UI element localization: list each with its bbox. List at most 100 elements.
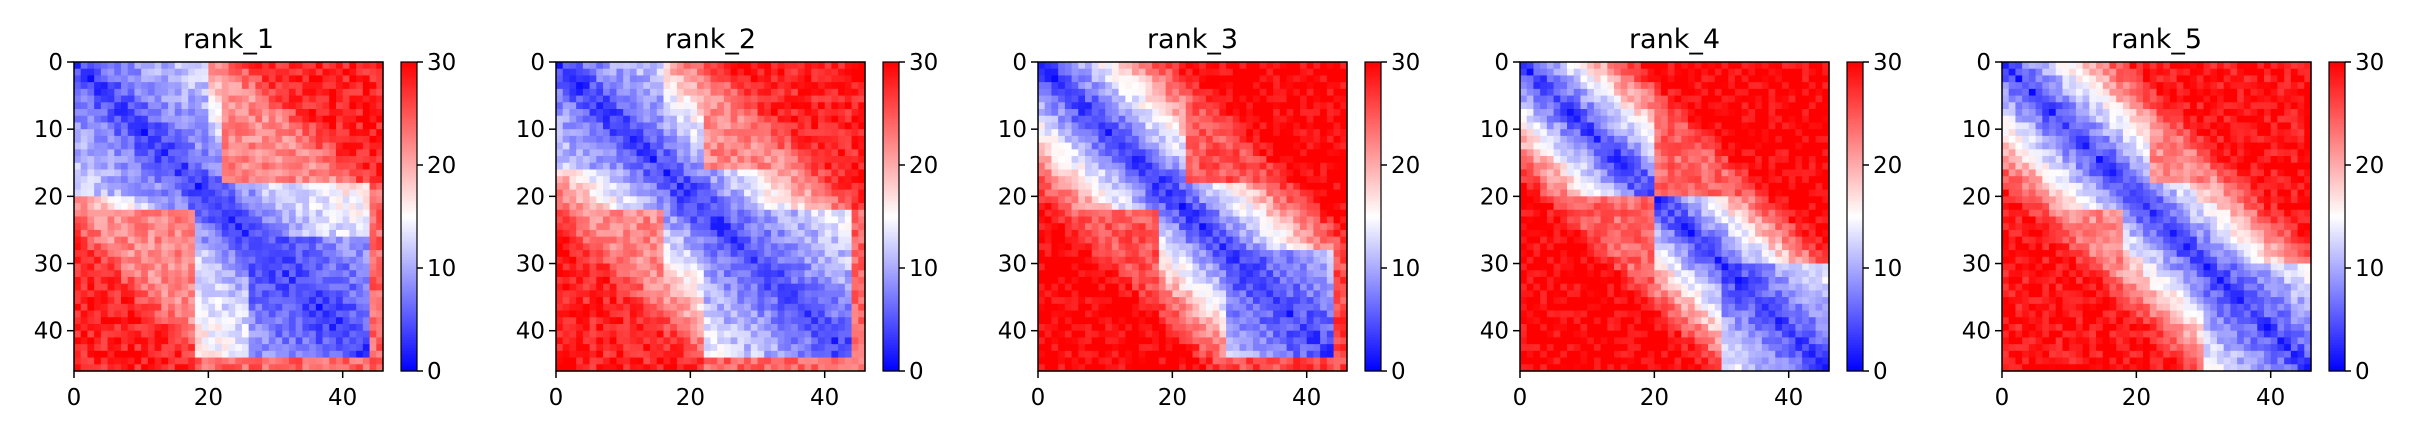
heatmap-cell	[323, 169, 330, 176]
heatmap-cell	[630, 270, 637, 277]
heatmap-cell	[81, 311, 88, 318]
heatmap-cell	[818, 270, 825, 277]
heatmap-cell	[1327, 116, 1334, 123]
heatmap-cell	[569, 230, 576, 237]
heatmap-cell	[1092, 122, 1099, 129]
heatmap-cell	[121, 217, 128, 224]
heatmap-cell	[323, 129, 330, 136]
heatmap-cell	[108, 102, 115, 109]
heatmap-cell	[818, 290, 825, 297]
heatmap-cell	[269, 89, 276, 96]
heatmap-cell	[282, 176, 289, 183]
heatmap-cell	[1186, 69, 1193, 76]
heatmap-cell	[603, 290, 610, 297]
heatmap-cell	[704, 116, 711, 123]
heatmap-cell	[590, 277, 597, 284]
heatmap-cell	[610, 156, 617, 163]
heatmap-cell	[255, 149, 262, 156]
heatmap-cell	[1065, 102, 1072, 109]
heatmap-cell	[630, 149, 637, 156]
heatmap-cell	[805, 358, 812, 365]
heatmap-cell	[215, 290, 222, 297]
heatmap-cell	[845, 183, 852, 190]
heatmap-cell	[356, 109, 363, 116]
heatmap-cell	[309, 176, 316, 183]
x-tick-label: 20	[676, 385, 705, 411]
heatmap-cell	[195, 358, 202, 365]
heatmap-cell	[296, 143, 303, 150]
heatmap-cell	[101, 290, 108, 297]
heatmap-cell	[1240, 82, 1247, 89]
heatmap-cell	[155, 210, 162, 217]
heatmap-cell	[711, 203, 718, 210]
heatmap-cell	[670, 156, 677, 163]
heatmap-cell	[784, 96, 791, 103]
heatmap-cell	[242, 96, 249, 103]
heatmap-cell	[128, 176, 135, 183]
heatmap-cell	[563, 136, 570, 143]
heatmap-cell	[255, 62, 262, 69]
heatmap-cell	[235, 230, 242, 237]
heatmap-cell	[596, 358, 603, 365]
heatmap-cell	[229, 344, 236, 351]
heatmap-cell	[208, 304, 215, 311]
heatmap-cell	[818, 75, 825, 82]
heatmap-cell	[852, 230, 859, 237]
heatmap-cell	[269, 217, 276, 224]
heatmap-cell	[1186, 102, 1193, 109]
heatmap-cell	[222, 75, 229, 82]
heatmap-cell	[677, 75, 684, 82]
heatmap-cell	[175, 62, 182, 69]
heatmap-cell	[81, 102, 88, 109]
heatmap-cell	[155, 82, 162, 89]
heatmap-cell	[1085, 62, 1092, 69]
heatmap-cell	[208, 176, 215, 183]
heatmap-cell	[128, 250, 135, 257]
heatmap-cell	[108, 277, 115, 284]
heatmap-cell	[637, 62, 644, 69]
heatmap-cell	[845, 324, 852, 331]
heatmap-cell	[356, 176, 363, 183]
heatmap-cell	[811, 250, 818, 257]
heatmap-cell	[1253, 62, 1260, 69]
heatmap-cell	[811, 96, 818, 103]
heatmap-cell	[370, 136, 377, 143]
heatmap-cell	[1072, 109, 1079, 116]
heatmap-cell	[262, 311, 269, 318]
heatmap-cell	[616, 156, 623, 163]
heatmap-cell	[74, 217, 81, 224]
heatmap-cell	[87, 102, 94, 109]
heatmap-cell	[329, 136, 336, 143]
heatmap-cell	[134, 277, 141, 284]
heatmap-cell	[791, 169, 798, 176]
heatmap-cell	[370, 203, 377, 210]
heatmap-cell	[590, 190, 597, 197]
heatmap-cell	[309, 82, 316, 89]
heatmap-cell	[684, 317, 691, 324]
heatmap-cell	[1145, 96, 1152, 103]
heatmap-cell	[590, 358, 597, 365]
heatmap-cell	[242, 217, 249, 224]
heatmap-cell	[114, 109, 121, 116]
heatmap-cell	[798, 183, 805, 190]
heatmap-cell	[242, 223, 249, 230]
heatmap-cell	[852, 250, 859, 257]
heatmap-cell	[684, 122, 691, 129]
heatmap-cell	[114, 264, 121, 271]
heatmap-cell	[282, 284, 289, 291]
heatmap-cell	[616, 116, 623, 123]
heatmap-cell	[87, 257, 94, 264]
heatmap-cell	[1058, 122, 1065, 129]
heatmap-cell	[215, 82, 222, 89]
heatmap-cell	[349, 311, 356, 318]
heatmap-cell	[758, 243, 765, 250]
heatmap-cell	[637, 116, 644, 123]
heatmap-cell	[845, 169, 852, 176]
heatmap-cell	[215, 156, 222, 163]
heatmap-cell	[724, 136, 731, 143]
heatmap-cell	[336, 69, 343, 76]
heatmap-cell	[262, 156, 269, 163]
heatmap-cell	[791, 304, 798, 311]
heatmap-cell	[596, 136, 603, 143]
heatmap-cell	[343, 196, 350, 203]
